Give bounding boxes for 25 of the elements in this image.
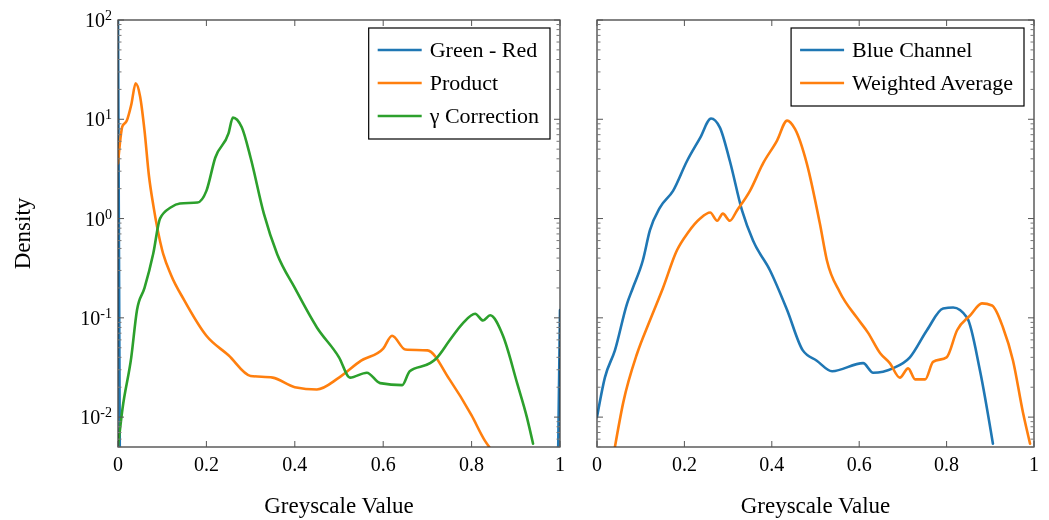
x-tick-label: 0.2 [671,453,697,475]
x-tick-label: 0.2 [193,453,219,475]
x-tick-label: 0.6 [370,453,396,475]
legend-label: γ Correction [428,103,539,128]
x-tick-label: 1 [1029,453,1039,475]
x-tick-label: 0.8 [459,453,485,475]
legend-label: Blue Channel [852,37,973,62]
x-tick-label: 0.4 [282,453,308,475]
x-tick-label: 0 [592,453,602,475]
x-axis-title: Greyscale Value [264,493,414,518]
x-tick-label: 1 [555,453,565,475]
x-tick-label: 0.4 [759,453,785,475]
y-tick-label: 10$^{-2}$ [80,404,112,429]
x-tick-label: 0.6 [846,453,872,475]
y-tick-label: 10$^{0}$ [85,206,112,230]
legend-label: Product [429,70,499,95]
x-tick-label: 0 [113,453,123,475]
legend-label: Green - Red [429,37,538,62]
y-tick-label: 10$^{-1}$ [80,305,112,329]
x-axis-title: Greyscale Value [740,493,891,518]
y-axis-title: Density [10,197,35,270]
legend-label: Weighted Average [852,70,1013,95]
y-tick-label: 10$^{1}$ [85,106,112,131]
x-tick-label: 0.8 [934,453,960,475]
y-tick-label: 10$^{2}$ [85,7,112,31]
